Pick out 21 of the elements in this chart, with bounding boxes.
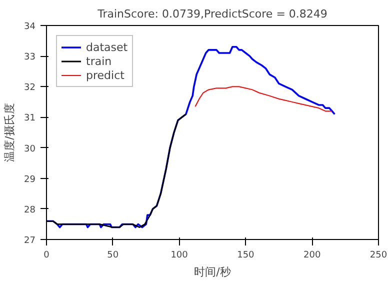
y-tick-label: 30 bbox=[24, 144, 36, 154]
y-axis-title: 温度/摄氏度 bbox=[3, 103, 16, 162]
legend-label: dataset bbox=[86, 40, 128, 54]
y-tick-label: 32 bbox=[24, 83, 36, 94]
y-tick-label: 34 bbox=[24, 22, 36, 32]
line-series bbox=[194, 86, 333, 112]
legend-label: predict bbox=[86, 68, 124, 82]
x-tick-label: 100 bbox=[170, 250, 188, 260]
x-tick-label: 0 bbox=[44, 250, 50, 260]
x-axis-title: 时间/秒 bbox=[194, 266, 231, 278]
chart-title: TrainScore: 0.0739,PredictScore = 0.8249 bbox=[96, 8, 328, 20]
y-tick-label: 27 bbox=[24, 236, 36, 246]
y-tick-label: 31 bbox=[24, 114, 36, 124]
x-tick-label: 150 bbox=[237, 250, 255, 260]
x-tick-label: 50 bbox=[107, 250, 119, 260]
y-tick-label: 28 bbox=[24, 205, 36, 216]
y-tick-label: 33 bbox=[24, 52, 36, 63]
x-tick-label: 250 bbox=[370, 250, 388, 260]
legend-label: train bbox=[86, 54, 112, 68]
y-tick-label: 29 bbox=[24, 174, 36, 185]
x-tick-label: 200 bbox=[304, 250, 321, 260]
